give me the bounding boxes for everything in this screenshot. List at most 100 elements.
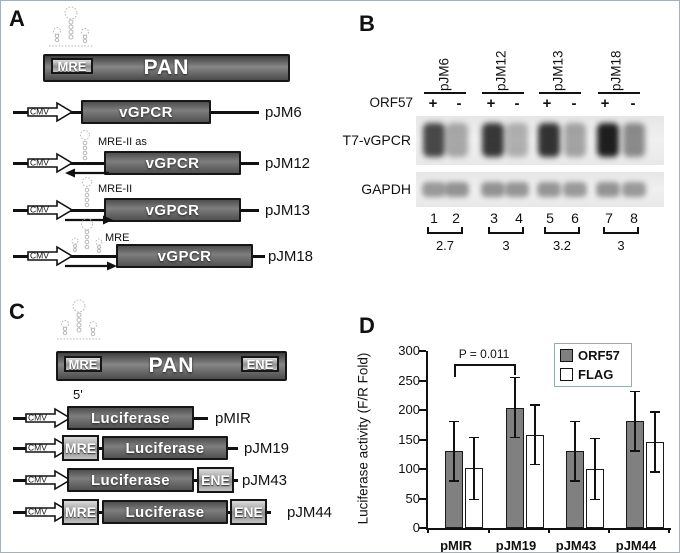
lane-number: 7: [605, 210, 613, 226]
svg-text:CMV: CMV: [28, 507, 47, 517]
cmv-promoter-arrow: CMV: [25, 407, 72, 429]
lane-group-label: pJM18: [608, 50, 624, 91]
error-bar: [453, 420, 455, 482]
chart-legend: ORF57 FLAG: [554, 343, 632, 387]
blot-row-label: GAPDH: [361, 181, 411, 197]
rna-hairpin-icon: [49, 6, 93, 47]
legend-item-orf57: ORF57: [560, 348, 626, 363]
error-bar-cap: [530, 404, 540, 406]
x-tick-mark: [488, 528, 490, 533]
construct-name-pjm13: pJM13: [265, 202, 311, 219]
cmv-promoter-arrow: CMV: [27, 245, 74, 267]
y-tick-label: 0: [412, 520, 420, 535]
significance-bracket: [454, 364, 516, 366]
pan-title: PAN: [148, 354, 195, 377]
x-tick-mark: [608, 528, 610, 533]
panel-a: A MRE PAN CMV vGPCR pJM6 CMV: [1, 1, 341, 291]
error-bar-cap: [590, 437, 600, 440]
antisense-direction-arrow: [65, 168, 109, 178]
error-bar-cap: [650, 471, 660, 473]
rna-hairpin-icon: [82, 177, 92, 208]
blot-band: [623, 123, 645, 157]
orf57-sign: -: [456, 95, 462, 112]
flag-swatch: [560, 368, 573, 381]
insert-label: MRE-II: [98, 183, 133, 195]
y-tick-mark: [419, 527, 426, 529]
quantification-bracket: [488, 227, 524, 234]
lane-group-label: pJM12: [493, 50, 509, 91]
blot-band: [506, 123, 528, 157]
y-tick-mark: [419, 409, 426, 411]
luciferase-gene-box: Luciferase: [102, 436, 228, 460]
cmv-promoter-arrow: CMV: [25, 469, 72, 491]
svg-text:CMV: CMV: [28, 475, 47, 485]
panel-d: D Luciferase activity (F/R Fold) P = 0.0…: [341, 291, 679, 552]
blot-band: [423, 123, 445, 157]
cmv-promoter-arrow: CMV: [27, 199, 74, 221]
error-bar: [634, 390, 636, 452]
vgpcr-gene-box: vGPCR: [104, 198, 241, 222]
pan-rna-bar: MRE ENE PAN: [56, 351, 287, 381]
significance-bracket: [514, 364, 516, 375]
y-tick-label: 50: [405, 490, 420, 506]
ene-element-box: ENE: [197, 467, 234, 493]
y-tick-mark: [419, 350, 426, 352]
error-bar-cap: [590, 498, 600, 501]
northern-blot-t7vgpcr: [416, 116, 664, 165]
blot-row-label: T7-vGPCR: [342, 132, 411, 148]
group-underline: [482, 92, 524, 94]
mre-label: MRE: [57, 58, 87, 74]
cmv-promoter-arrow: CMV: [27, 152, 74, 174]
vgpcr-gene-box: vGPCR: [104, 151, 241, 175]
ene-element-box: ENE: [241, 356, 279, 372]
y-tick-label: 300: [398, 343, 420, 358]
construct-name-pjm43: pJM43: [242, 472, 288, 489]
vgpcr-gene-box: vGPCR: [116, 244, 253, 268]
orf57-sign: +: [486, 95, 496, 112]
fold-ratio: 3.2: [552, 238, 572, 253]
lane-number: 1: [430, 210, 438, 226]
ene-element-box: ENE: [230, 499, 267, 525]
error-bar-cap: [630, 390, 640, 393]
northern-blot-gapdh: [416, 172, 664, 207]
insert-label: MRE: [105, 232, 130, 244]
error-bar-cap: [570, 480, 580, 482]
vgpcr-gene-box: vGPCR: [81, 100, 211, 124]
orf57-sign: +: [600, 95, 610, 112]
luciferase-gene-box: Luciferase: [67, 406, 194, 430]
quantification-bracket: [427, 227, 463, 234]
mre-element-box: MRE: [62, 499, 99, 525]
panel-b: B pJM6 pJM12 pJM13 pJM18 ORF57 + - + - +…: [341, 1, 679, 291]
category-label: pJM19: [495, 538, 537, 553]
error-bar-cap: [449, 420, 459, 423]
x-tick-mark: [548, 528, 550, 533]
error-bar-cap: [570, 420, 580, 423]
y-tick-mark: [419, 468, 426, 470]
orf57-sign: +: [428, 95, 438, 112]
panel-b-label: B: [359, 11, 375, 36]
blot-band: [563, 182, 587, 197]
pan-rna-bar: MRE PAN: [43, 54, 290, 82]
category-label: pMIR: [440, 538, 472, 553]
lane-group-label: pJM6: [436, 57, 452, 91]
svg-text:CMV: CMV: [30, 251, 49, 261]
lane-number: 5: [546, 210, 554, 226]
construct-name-pmir: pMIR: [215, 410, 251, 427]
y-tick-label: 250: [398, 372, 420, 388]
svg-text:CMV: CMV: [30, 107, 49, 117]
panel-d-label: D: [359, 313, 375, 338]
pan-title: PAN: [143, 56, 190, 79]
construct-name-pjm12: pJM12: [265, 155, 311, 172]
error-bar-cap: [469, 436, 479, 439]
rna-hairpin-icon: [71, 218, 103, 253]
rna-hairpin-icon: [80, 130, 90, 161]
error-bar-cap: [510, 376, 520, 379]
svg-text:CMV: CMV: [30, 205, 49, 215]
bar-chart: P = 0.011 0 50 100 150 200 250 300 pMIR pJM19 pJM…: [398, 343, 671, 552]
quantification-bracket: [544, 227, 580, 234]
sense-direction-arrow: [65, 215, 113, 225]
orf57-sign: -: [571, 95, 577, 112]
category-label: pJM44: [615, 538, 657, 553]
insert-label: MRE-II as: [98, 136, 147, 148]
